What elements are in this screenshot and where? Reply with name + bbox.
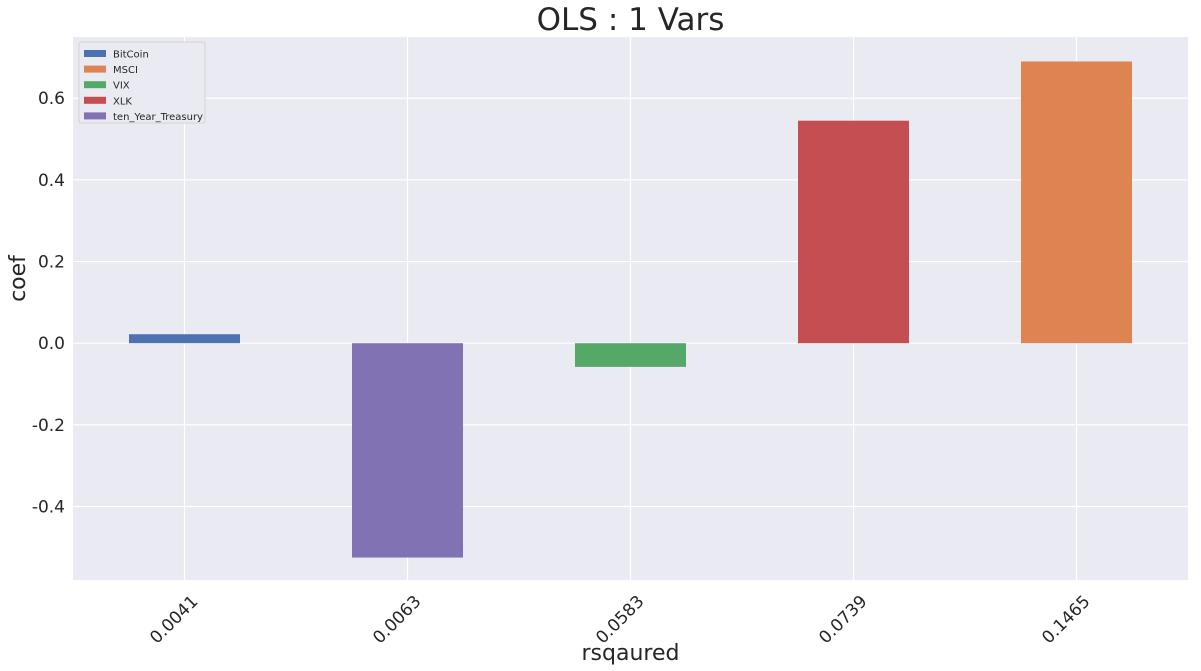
bar-msci — [1021, 61, 1132, 344]
legend-swatch — [84, 112, 106, 120]
legend-entry: VIX — [113, 81, 130, 92]
legend-entry: BitCoin — [113, 50, 149, 61]
x-axis-ticks: 0.0041 0.0063 0.0583 0.0739 0.1465 — [146, 592, 1094, 648]
bar-vix — [575, 343, 686, 367]
y-axis-label: coef — [6, 254, 31, 302]
bars — [129, 61, 1132, 558]
legend-swatch — [84, 50, 106, 57]
bar-xlk — [798, 120, 909, 344]
y-tick-label: 0.2 — [38, 253, 65, 273]
x-tick-label: 0.0739 — [815, 592, 871, 648]
y-tick-label: 0.4 — [38, 171, 65, 191]
x-tick-label: 0.1465 — [1038, 592, 1094, 648]
chart-title: OLS : 1 Vars — [537, 2, 725, 38]
y-tick-label: -0.4 — [32, 498, 65, 518]
y-tick-label: 0.6 — [38, 89, 65, 109]
legend-swatch — [84, 81, 106, 89]
x-tick-label: 0.0583 — [592, 592, 648, 648]
y-axis-ticks: -0.4 -0.2 0.0 0.2 0.4 0.6 — [32, 89, 65, 517]
legend-entry: XLK — [113, 96, 132, 107]
legend-swatch — [84, 96, 106, 104]
x-axis-label: rsqaured — [582, 641, 680, 666]
legend-box — [78, 41, 206, 124]
y-tick-label: -0.2 — [32, 416, 65, 436]
bar-ten-year-treasury — [352, 343, 463, 558]
legend: BitCoin MSCI VIX XLK ten_Year_Treasury — [78, 41, 206, 124]
legend-swatch — [84, 65, 106, 73]
legend-entry: MSCI — [113, 65, 138, 76]
x-tick-label: 0.0063 — [369, 592, 425, 648]
legend-entry: ten_Year_Treasury — [113, 112, 203, 123]
bar-bitcoin — [129, 334, 240, 344]
x-tick-label: 0.0041 — [146, 592, 202, 648]
y-tick-label: 0.0 — [38, 334, 65, 354]
